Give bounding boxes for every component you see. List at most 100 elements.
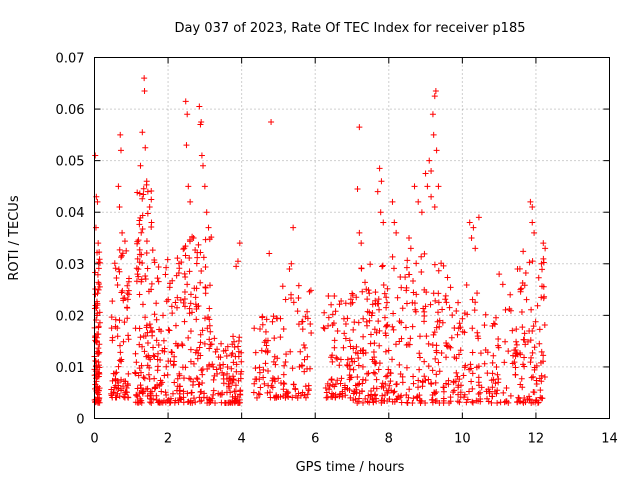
- data-point: [453, 369, 460, 376]
- data-point: [360, 333, 367, 340]
- data-point: [410, 373, 417, 380]
- data-point: [154, 356, 161, 363]
- data-point: [214, 346, 221, 353]
- data-point: [366, 309, 373, 316]
- data-point: [95, 279, 102, 286]
- data-point: [346, 362, 353, 369]
- data-point: [530, 323, 537, 330]
- data-point: [236, 240, 243, 247]
- data-point: [95, 265, 102, 272]
- data-point: [364, 370, 371, 377]
- data-point: [304, 315, 311, 322]
- data-point: [379, 392, 386, 399]
- data-point: [328, 301, 335, 308]
- data-point: [394, 395, 401, 402]
- data-point: [164, 256, 171, 263]
- data-point: [378, 383, 385, 390]
- data-point: [139, 195, 146, 202]
- data-point: [540, 295, 547, 302]
- data-point: [385, 347, 392, 354]
- data-point: [344, 385, 351, 392]
- data-point: [432, 297, 439, 304]
- data-point: [421, 308, 428, 315]
- data-point: [368, 312, 375, 319]
- data-point: [280, 386, 287, 393]
- data-point: [162, 271, 169, 278]
- data-point: [373, 359, 380, 366]
- data-point: [396, 361, 403, 368]
- data-point: [175, 270, 182, 277]
- data-point: [367, 261, 374, 268]
- data-point: [488, 399, 495, 406]
- data-point: [527, 337, 534, 344]
- data-point: [279, 283, 286, 290]
- data-point: [139, 225, 146, 232]
- data-point: [184, 281, 191, 288]
- data-point: [180, 388, 187, 395]
- data-point: [269, 384, 276, 391]
- data-point: [118, 376, 125, 383]
- data-point: [116, 342, 123, 349]
- data-point: [350, 390, 357, 397]
- data-point: [118, 358, 125, 365]
- data-point: [368, 391, 375, 398]
- data-point: [136, 341, 143, 348]
- data-point: [372, 370, 379, 377]
- data-point: [505, 399, 512, 406]
- data-point: [364, 322, 371, 329]
- data-point: [539, 266, 546, 273]
- data-point: [144, 329, 151, 336]
- data-point: [431, 390, 438, 397]
- data-point: [206, 396, 213, 403]
- data-point: [132, 399, 139, 406]
- data-point: [139, 301, 146, 308]
- data-point: [415, 377, 422, 384]
- data-point: [468, 378, 475, 385]
- data-point: [282, 359, 289, 366]
- data-point: [180, 299, 187, 306]
- data-point: [399, 379, 406, 386]
- data-point: [258, 347, 265, 354]
- data-point: [141, 88, 148, 95]
- data-point: [209, 395, 216, 402]
- data-point: [390, 310, 397, 317]
- data-point: [167, 395, 174, 402]
- data-point: [378, 178, 385, 185]
- data-point: [429, 399, 436, 406]
- data-point: [477, 389, 484, 396]
- data-point: [113, 369, 120, 376]
- data-point: [379, 380, 386, 387]
- data-point: [155, 342, 162, 349]
- data-point: [353, 343, 360, 350]
- data-point: [121, 238, 128, 245]
- data-point: [124, 282, 131, 289]
- data-point: [96, 349, 103, 356]
- data-point: [299, 318, 306, 325]
- data-point: [277, 315, 284, 322]
- data-point: [186, 236, 193, 243]
- data-point: [206, 345, 213, 352]
- data-point: [533, 380, 540, 387]
- data-point: [445, 381, 452, 388]
- data-point: [322, 384, 329, 391]
- data-point: [360, 376, 367, 383]
- data-point: [519, 384, 526, 391]
- data-point: [154, 363, 161, 370]
- data-point: [271, 353, 278, 360]
- data-point: [174, 255, 181, 262]
- data-point: [149, 332, 156, 339]
- data-point: [162, 389, 169, 396]
- data-point: [422, 170, 429, 177]
- data-point: [494, 399, 501, 406]
- data-point: [93, 338, 100, 345]
- data-point: [136, 190, 143, 197]
- data-point: [234, 258, 241, 265]
- data-point: [286, 265, 293, 272]
- data-point: [339, 390, 346, 397]
- data-point: [435, 267, 442, 274]
- data-point: [116, 268, 123, 275]
- data-point: [263, 316, 270, 323]
- data-point: [389, 398, 396, 405]
- data-point: [323, 389, 330, 396]
- data-point: [336, 362, 343, 369]
